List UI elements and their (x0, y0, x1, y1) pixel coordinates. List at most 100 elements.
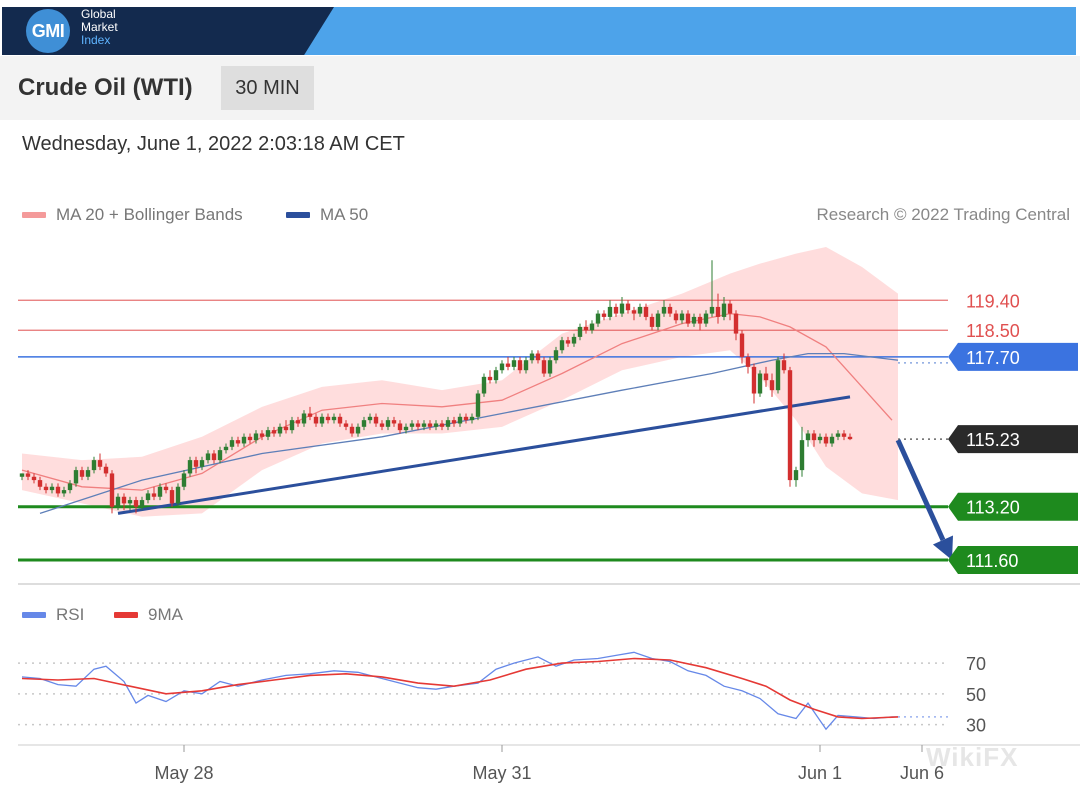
candle (385, 416, 391, 431)
candle-body (493, 370, 499, 381)
candle-body (229, 440, 235, 447)
candle-body (841, 433, 847, 437)
candle-body (139, 500, 145, 507)
legend-9ma: 9MA (114, 605, 183, 625)
trend-layer (117, 395, 851, 515)
candle-body (391, 420, 397, 424)
candle (265, 426, 271, 441)
support-badge-label: 113.20 (966, 498, 1020, 518)
candle-body (373, 416, 379, 424)
candle-body (775, 360, 781, 391)
candle-body (823, 436, 829, 444)
candle-body (781, 360, 787, 371)
trend-line (117, 395, 851, 515)
x-tick-label: Jun 6 (900, 763, 944, 783)
candle (199, 456, 205, 471)
gmi-logo[interactable]: GMI (26, 9, 70, 53)
candle (157, 483, 163, 501)
candle (391, 416, 397, 427)
legend-ma50-swatch (286, 212, 310, 218)
candle-body (427, 423, 433, 427)
candle-body (613, 306, 619, 314)
candle-body (355, 426, 361, 434)
candle-body (379, 423, 385, 427)
candle-body (529, 353, 535, 361)
candle-body (103, 466, 109, 474)
bollinger-band-area (22, 246, 898, 517)
candle (235, 436, 241, 447)
candle-body (445, 420, 451, 427)
candle-body (757, 373, 763, 394)
candle (277, 423, 283, 437)
candle (259, 430, 265, 441)
timeframe-badge[interactable]: 30 MIN (221, 66, 314, 110)
candle (511, 356, 517, 371)
candle-body (709, 306, 715, 314)
x-tick-label: May 31 (472, 763, 531, 783)
legend-9ma-swatch (114, 612, 138, 618)
candle-body (247, 436, 253, 441)
candle-body (511, 360, 517, 367)
candle-body (811, 433, 817, 441)
candle-body (115, 496, 121, 507)
candle (397, 420, 403, 434)
candle-body (259, 433, 265, 437)
candle (631, 306, 637, 321)
candle (763, 366, 769, 387)
candle-body (787, 370, 793, 481)
candle-body (673, 313, 679, 321)
candle (685, 310, 691, 327)
candle (799, 426, 805, 477)
candle (361, 416, 367, 431)
candle (241, 433, 247, 447)
candle-body (31, 476, 37, 481)
candle (505, 356, 511, 371)
candle-body (295, 420, 301, 424)
candle-body (523, 360, 529, 371)
legend-ma20-swatch (22, 212, 46, 218)
level-lines (18, 299, 948, 562)
legend-rsi-swatch (22, 612, 46, 618)
forecast-arrow-shaft (895, 439, 946, 541)
ma20-line (21, 312, 893, 491)
candle-body (163, 486, 169, 491)
pivot-badge (948, 342, 1078, 371)
candle-body (559, 340, 565, 351)
candle (145, 490, 151, 504)
candle (43, 483, 49, 494)
forecast-arrow-head (932, 535, 953, 561)
candle (133, 496, 139, 514)
candle (283, 420, 289, 434)
candle (589, 320, 595, 334)
candle-body (475, 393, 481, 417)
brand-line-3: Index (81, 33, 111, 47)
candle (655, 310, 661, 331)
candle (295, 416, 301, 427)
candle (805, 430, 811, 447)
candle (367, 413, 373, 424)
candle-body (301, 413, 307, 424)
candle (715, 293, 721, 324)
x-tick-label: May 28 (154, 763, 213, 783)
candle (67, 480, 73, 494)
candle (781, 353, 787, 374)
candle-body (331, 416, 337, 421)
support-badge-label: 111.60 (966, 551, 1018, 571)
legend-rsi: RSI (22, 605, 84, 625)
ma50-line (39, 352, 899, 515)
legend-ma20: MA 20 + Bollinger Bands (22, 205, 243, 225)
candle (343, 420, 349, 431)
candle (187, 456, 193, 477)
candle (499, 360, 505, 374)
candle (313, 413, 319, 427)
last-badge-label: 115.23 (966, 430, 1020, 450)
candle-body (547, 360, 553, 374)
candle (811, 430, 817, 447)
candle (529, 350, 535, 364)
candle (79, 466, 85, 481)
candle-body (121, 496, 127, 504)
candle (373, 413, 379, 427)
candle-body (541, 360, 547, 374)
candle (451, 416, 457, 427)
candle-body (631, 310, 637, 314)
